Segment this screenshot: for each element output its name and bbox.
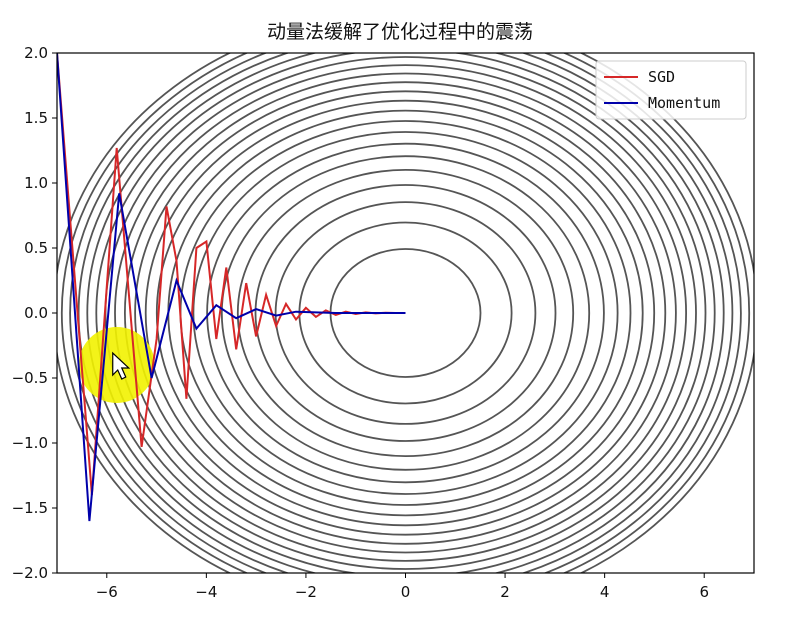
- x-tick-label: −6: [96, 583, 118, 601]
- contour-line: [206, 142, 605, 484]
- contour-line: [298, 221, 513, 405]
- x-tick-label: −4: [195, 583, 217, 601]
- y-tick-label: −1.0: [12, 434, 48, 452]
- y-tick-label: 2.0: [24, 44, 48, 62]
- y-tick-label: 1.5: [24, 109, 48, 127]
- legend-label-momentum: Momentum: [648, 94, 720, 112]
- cursor-highlight: [78, 327, 155, 403]
- x-axis: −6 −4 −2 0 2 4 6: [96, 573, 709, 601]
- contour-line: [61, 53, 750, 573]
- contour-line: [192, 131, 619, 495]
- contour-line: [254, 184, 557, 442]
- contour-line: [274, 201, 537, 425]
- contour-line: [155, 99, 656, 527]
- x-tick-label: −2: [295, 583, 317, 601]
- contour-line: [123, 72, 688, 554]
- contour-line: [114, 64, 697, 562]
- legend-box: [595, 60, 747, 120]
- contour-line: [86, 53, 725, 573]
- mouse-cursor-icon: [112, 351, 131, 380]
- y-tick-label: −1.5: [12, 499, 48, 517]
- contour-line: [144, 90, 667, 536]
- y-tick-label: 0.0: [24, 304, 48, 322]
- x-tick-label: 6: [699, 583, 709, 601]
- contour-line: [69, 53, 742, 573]
- y-tick-label: 0.5: [24, 239, 48, 257]
- contour-line: [77, 53, 734, 573]
- contour-line: [134, 81, 677, 545]
- legend-label-sgd: SGD: [648, 68, 675, 86]
- y-axis: 2.0 1.5 1.0 0.5 0.0 −0.5 −1.0 −1.5 −2.0: [12, 44, 57, 582]
- series-lines: [57, 53, 406, 522]
- x-tick-label: 2: [500, 583, 510, 601]
- y-tick-label: −2.0: [12, 564, 48, 582]
- contour-line: [95, 53, 716, 573]
- x-tick-label: 0: [401, 583, 411, 601]
- series-line-momentum: [57, 53, 406, 522]
- contour-line: [236, 168, 575, 458]
- contour-line: [220, 155, 591, 471]
- legend: SGD Momentum: [595, 60, 747, 120]
- y-tick-label: 1.0: [24, 174, 48, 192]
- x-tick-label: 4: [600, 583, 610, 601]
- y-tick-label: −0.5: [12, 369, 48, 387]
- chart-title: 动量法缓解了优化过程中的震荡: [267, 21, 533, 43]
